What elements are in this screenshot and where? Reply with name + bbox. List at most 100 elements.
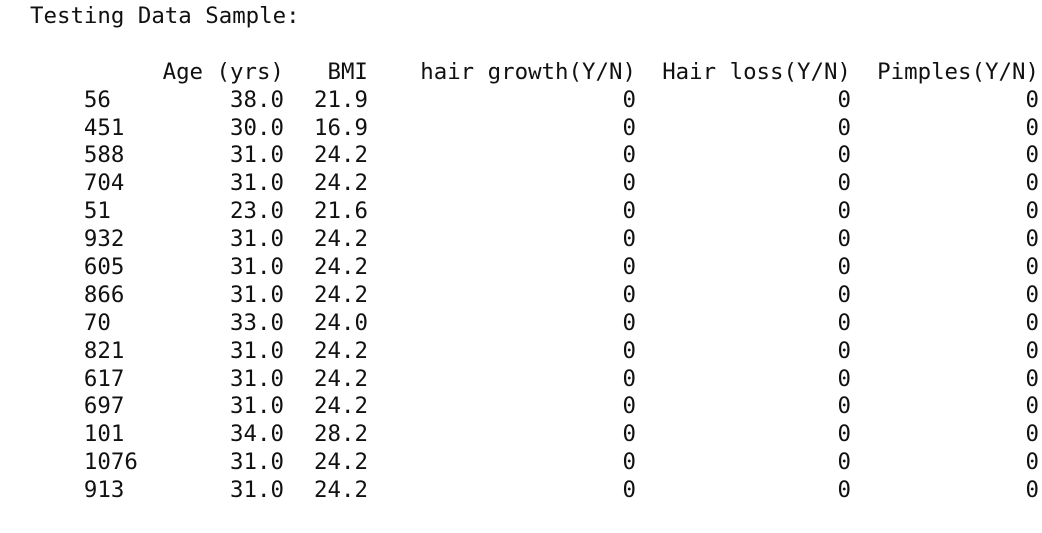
cell-pimples: 0 <box>1025 86 1039 113</box>
cell-bmi: 21.6 <box>314 198 368 225</box>
cell-hair-loss: 0 <box>837 365 851 392</box>
cell-bmi: 24.2 <box>314 170 368 197</box>
cell-age: 31.0 <box>230 281 284 308</box>
cell-hair-loss: 0 <box>837 254 851 281</box>
cell-bmi: 24.2 <box>314 226 368 253</box>
cell-pimples: 0 <box>1025 309 1039 336</box>
cell-bmi: 21.9 <box>314 86 368 113</box>
cell-pimples: 0 <box>1025 226 1039 253</box>
cell-age: 31.0 <box>230 254 284 281</box>
cell-age: 38.0 <box>230 86 284 113</box>
row-index: 51 <box>83 198 111 225</box>
row-index: 821 <box>83 337 125 364</box>
row-index: 697 <box>83 393 125 420</box>
cell-hair-growth: 0 <box>622 309 636 336</box>
cell-hair-loss: 0 <box>837 477 851 504</box>
cell-bmi: 28.2 <box>314 421 368 448</box>
table-row: 866 31.0 24.2 0 0 0 <box>30 254 1039 308</box>
header-pimples: Pimples(Y/N) <box>877 58 1039 85</box>
cell-hair-loss: 0 <box>837 226 851 253</box>
cell-hair-loss: 0 <box>837 449 851 476</box>
table-row: 704 31.0 24.2 0 0 0 <box>30 142 1039 196</box>
cell-age: 31.0 <box>230 477 284 504</box>
cell-hair-loss: 0 <box>837 421 851 448</box>
cell-pimples: 0 <box>1025 393 1039 420</box>
cell-age: 31.0 <box>230 337 284 364</box>
row-index: 866 <box>83 281 125 308</box>
cell-hair-growth: 0 <box>622 365 636 392</box>
cell-hair-growth: 0 <box>622 421 636 448</box>
table-row: 70 33.0 24.0 0 0 0 <box>30 282 1039 336</box>
cell-hair-growth: 0 <box>622 114 636 141</box>
cell-hair-growth: 0 <box>622 477 636 504</box>
header-bmi: BMI <box>327 58 368 85</box>
cell-hair-loss: 0 <box>837 114 851 141</box>
cell-bmi: 24.2 <box>314 142 368 169</box>
cell-age: 23.0 <box>230 198 284 225</box>
header-hair-growth: hair growth(Y/N) <box>420 58 636 85</box>
cell-hair-growth: 0 <box>622 281 636 308</box>
cell-age: 31.0 <box>230 449 284 476</box>
row-index: 101 <box>83 421 125 448</box>
cell-hair-growth: 0 <box>622 86 636 113</box>
cell-hair-growth: 0 <box>622 449 636 476</box>
cell-hair-loss: 0 <box>837 198 851 225</box>
cell-bmi: 24.2 <box>314 477 368 504</box>
cell-age: 33.0 <box>230 309 284 336</box>
cell-bmi: 24.2 <box>314 365 368 392</box>
cell-pimples: 0 <box>1025 114 1039 141</box>
header-age: Age (yrs) <box>162 58 284 85</box>
cell-hair-loss: 0 <box>837 86 851 113</box>
table-row: 697 31.0 24.2 0 0 0 <box>30 366 1039 419</box>
cell-hair-growth: 0 <box>622 226 636 253</box>
cell-pimples: 0 <box>1025 365 1039 392</box>
table-row: 1076 31.0 24.2 0 0 0 <box>30 421 1039 475</box>
cell-hair-growth: 0 <box>622 254 636 281</box>
cell-age: 34.0 <box>230 421 284 448</box>
cell-pimples: 0 <box>1025 449 1039 476</box>
cell-pimples: 0 <box>1025 254 1039 281</box>
cell-pimples: 0 <box>1025 142 1039 169</box>
cell-hair-growth: 0 <box>622 393 636 420</box>
table-row: 51 23.0 21.6 0 0 0 <box>30 170 1039 224</box>
cell-hair-growth: 0 <box>622 170 636 197</box>
cell-hair-loss: 0 <box>837 309 851 336</box>
row-index: 56 <box>83 86 111 113</box>
cell-pimples: 0 <box>1025 281 1039 308</box>
row-index: 932 <box>83 226 125 253</box>
cell-hair-loss: 0 <box>837 337 851 364</box>
row-index: 70 <box>83 309 111 336</box>
cell-bmi: 24.2 <box>314 337 368 364</box>
table-header-row: Age (yrs) BMI hair growth(Y/N) Hair loss(Y/… <box>30 31 1039 85</box>
table-row: 451 30.0 16.9 0 0 0 <box>30 87 1039 141</box>
table-row: 56 38.0 21.9 0 0 0 <box>30 59 1039 113</box>
cell-age: 31.0 <box>230 142 284 169</box>
cell-bmi: 24.2 <box>314 449 368 476</box>
cell-pimples: 0 <box>1025 421 1039 448</box>
cell-bmi: 16.9 <box>314 114 368 141</box>
table-row: 617 31.0 24.2 0 0 0 <box>30 338 1039 392</box>
row-index: 1076 <box>83 449 138 476</box>
row-index: 704 <box>83 170 125 197</box>
cell-pimples: 0 <box>1025 170 1039 197</box>
row-index: 588 <box>83 142 125 169</box>
table-row: 932 31.0 24.2 0 0 0 <box>30 198 1039 252</box>
cell-age: 31.0 <box>230 393 284 420</box>
row-index: 617 <box>83 365 125 392</box>
cell-pimples: 0 <box>1025 337 1039 364</box>
cell-age: 31.0 <box>230 170 284 197</box>
cell-age: 31.0 <box>230 226 284 253</box>
cell-hair-growth: 0 <box>622 337 636 364</box>
cell-age: 30.0 <box>230 114 284 141</box>
cell-bmi: 24.0 <box>314 309 368 336</box>
table-row: 605 31.0 24.2 0 0 0 <box>30 226 1039 280</box>
output-title: Testing Data Sample: <box>30 3 300 29</box>
table-body: 56 38.0 21.9 0 0 0 451 30.0 16.9 0 0 0 588 31.0 24.2… <box>30 59 1039 503</box>
cell-hair-growth: 0 <box>622 198 636 225</box>
cell-bmi: 24.2 <box>314 281 368 308</box>
console-output: Testing Data Sample: Age (yrs) BMI hair gr… <box>30 3 1039 503</box>
cell-bmi: 24.2 <box>314 393 368 420</box>
cell-hair-loss: 0 <box>837 142 851 169</box>
cell-hair-loss: 0 <box>837 281 851 308</box>
table-row: 101 34.0 28.2 0 0 0 <box>30 393 1039 447</box>
